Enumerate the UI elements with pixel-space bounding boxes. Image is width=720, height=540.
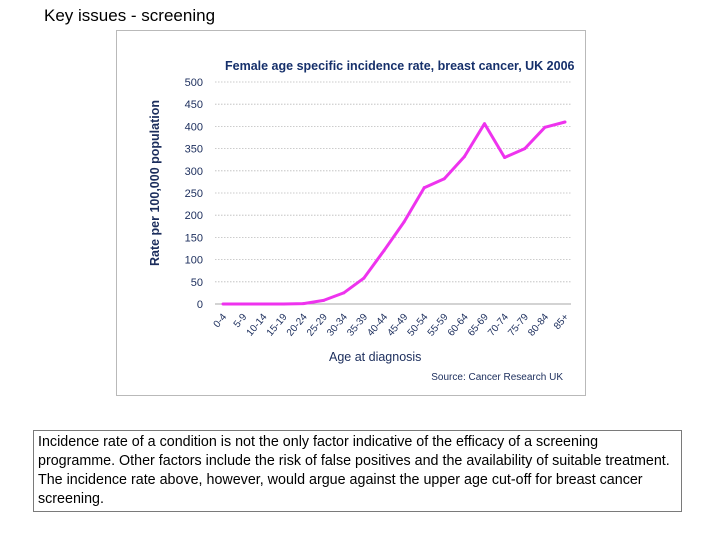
y-tick-label: 300 (185, 166, 203, 178)
data-point (442, 177, 446, 181)
x-tick-labels: 0-4 5-910-1415-1920-2425-2930-3435-3940-4… (212, 312, 572, 339)
x-tick-label: 75-79 (506, 312, 531, 339)
data-point (462, 155, 466, 159)
x-tick-label: 60-64 (446, 312, 471, 339)
y-tick-label: 450 (185, 99, 203, 111)
x-tick-label: 35-39 (345, 312, 370, 339)
x-tick-label: 40-44 (365, 312, 390, 339)
chart-panel: 0 50 100 150 200 250 300 350 400 450 500 0-4 5-9 10-… (116, 30, 586, 396)
grid-lines (215, 81, 571, 305)
data-point (221, 302, 225, 306)
data-point (261, 302, 265, 306)
data-point (342, 291, 346, 295)
data-point (402, 220, 406, 224)
data-point (301, 302, 305, 306)
y-tick-labels: 0 50 100 150 200 250 300 350 400 450 500 (185, 77, 203, 311)
data-point (563, 120, 567, 124)
data-point (503, 155, 507, 159)
data-point (362, 276, 366, 280)
data-point (322, 298, 326, 302)
x-tick-label: 25-29 (305, 312, 330, 339)
y-tick-label: 0 (197, 299, 203, 311)
data-point (483, 122, 487, 126)
y-axis-label: Rate per 100,000 population (148, 99, 162, 267)
y-tick-label: 100 (185, 255, 203, 267)
x-tick-label: 20-24 (285, 312, 310, 339)
series-line (223, 120, 566, 306)
x-tick-label: 80-84 (526, 312, 551, 339)
y-tick-label: 500 (185, 77, 203, 89)
line-chart: 0 50 100 150 200 250 300 350 400 450 500 0-4 5-910-… (185, 77, 572, 339)
series-layer (221, 120, 567, 306)
x-axis-label: Age at diagnosis (329, 350, 422, 364)
x-tick-label: 65-69 (466, 312, 491, 339)
y-tick-label: 200 (185, 210, 203, 222)
x-tick-label: 0-4 (212, 312, 230, 330)
chart-title: Female age specific incidence rate, brea… (225, 59, 575, 73)
note-text-box: Incidence rate of a condition is not the… (33, 430, 682, 512)
data-point (281, 302, 285, 306)
x-tick-label: 70-74 (486, 312, 511, 339)
y-tick-label: 150 (185, 232, 203, 244)
y-tick-label: 400 (185, 121, 203, 133)
data-point (382, 249, 386, 253)
chart-source: Source: Cancer Research UK (431, 372, 563, 383)
data-point (543, 125, 547, 129)
x-tick-label: 15-19 (265, 312, 290, 339)
y-tick-label: 50 (191, 277, 203, 289)
y-tick-label: 250 (185, 188, 203, 200)
slide-title: Key issues - screening (44, 6, 216, 25)
x-tick-label: 30-34 (325, 312, 350, 339)
x-tick-label: 10-14 (245, 312, 270, 339)
y-tick-label: 350 (185, 144, 203, 156)
data-point (523, 147, 527, 151)
data-point (422, 186, 426, 190)
x-tick-label: 55-59 (426, 312, 451, 339)
x-tick-label: 85+ (552, 312, 571, 332)
data-point (241, 302, 245, 306)
x-tick-label: 45-49 (385, 312, 410, 339)
note-text: Incidence rate of a condition is not the… (38, 434, 670, 507)
x-tick-label: 50-54 (406, 312, 431, 339)
